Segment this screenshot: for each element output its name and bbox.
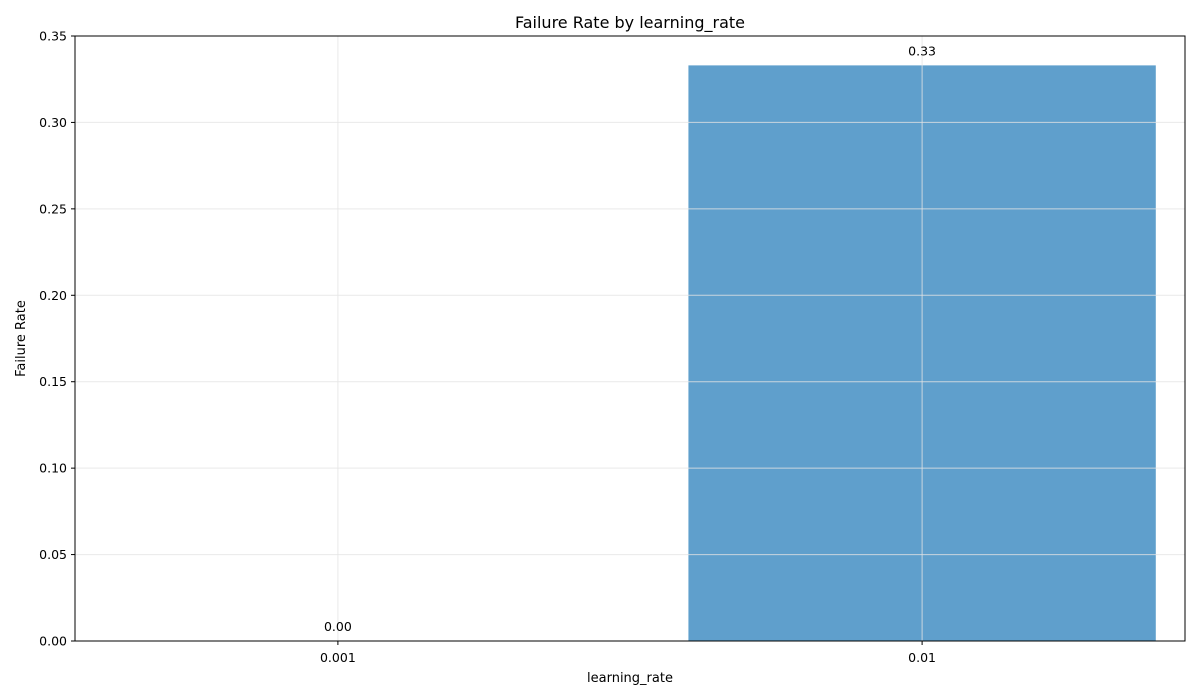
y-tick-label: 0.20 (39, 288, 67, 303)
x-tick-label: 0.01 (908, 650, 936, 665)
chart-title: Failure Rate by learning_rate (515, 13, 745, 33)
y-tick-label: 0.25 (39, 201, 67, 216)
y-tick-label: 0.30 (39, 115, 67, 130)
y-tick-label: 0.00 (39, 634, 67, 649)
x-tick-label: 0.001 (320, 650, 356, 665)
data-label-0.01: 0.33 (908, 43, 936, 58)
y-tick-label: 0.15 (39, 374, 67, 389)
x-axis-label: learning_rate (587, 671, 673, 686)
y-tick-label: 0.35 (39, 29, 67, 44)
plot-frame (74, 35, 1186, 642)
y-tick-label: 0.05 (39, 547, 67, 562)
axis-ticks: 0.00 0.05 0.10 0.15 0.20 0.25 0.30 0.35 0.001 0.0… (39, 29, 936, 666)
y-tick-label: 0.10 (39, 461, 67, 476)
y-axis-label: Failure Rate (14, 300, 29, 377)
data-label-0.001: 0.00 (324, 619, 352, 634)
data-labels: 0.00 0.33 (324, 43, 936, 634)
